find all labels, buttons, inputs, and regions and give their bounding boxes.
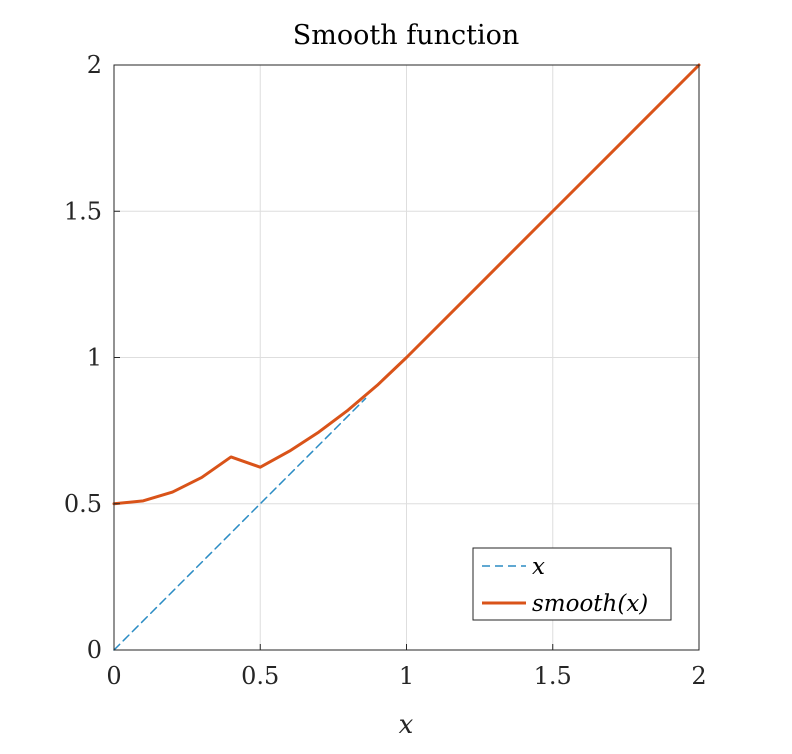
ticks: 0 0.5 1 1.5 2 0 0.5 1 1.5 2 <box>64 51 707 690</box>
y-tick-label: 1.5 <box>64 197 102 225</box>
x-tick-label: 0 <box>106 662 121 690</box>
x-axis-label: x <box>399 710 414 740</box>
x-tick-label: 1 <box>399 662 414 690</box>
legend-box <box>472 547 672 621</box>
x-tick-label: 1.5 <box>534 662 572 690</box>
y-tick-label: 0 <box>87 636 102 664</box>
legend-label-smooth: smooth(x) <box>532 591 648 617</box>
y-tick-label: 0.5 <box>64 490 102 518</box>
y-tick-label: 2 <box>87 51 102 79</box>
legend: x smooth(x) <box>472 547 672 621</box>
series-line-smooth <box>112 63 701 506</box>
x-tick-label: 0.5 <box>241 662 279 690</box>
chart-title: Smooth function <box>293 20 519 51</box>
series-line-x <box>113 397 367 651</box>
x-tick-label: 2 <box>691 662 706 690</box>
legend-label-x: x <box>532 554 545 580</box>
y-tick-label: 1 <box>87 344 102 372</box>
series-layer <box>112 63 701 651</box>
